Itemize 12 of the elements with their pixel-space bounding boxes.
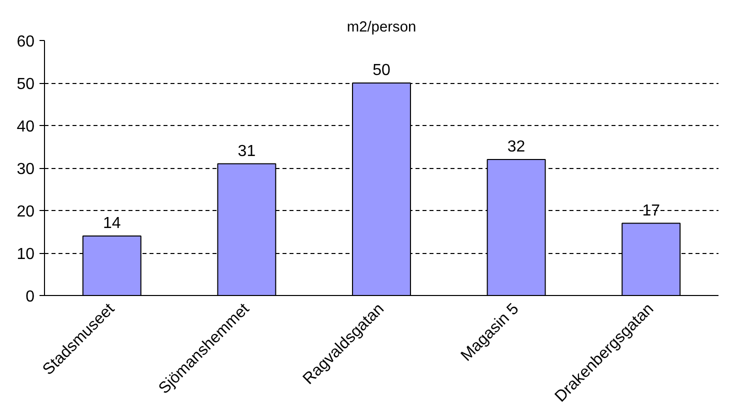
- chart-title: m2/person: [346, 20, 416, 36]
- data-label: 32: [507, 138, 526, 156]
- y-tick-label: 0: [26, 288, 35, 306]
- y-tick-label: 60: [16, 34, 35, 50]
- data-label: 31: [238, 142, 256, 160]
- data-label: 14: [103, 215, 121, 232]
- y-tick-label: 20: [16, 204, 35, 220]
- y-tick-label: 10: [16, 246, 35, 263]
- y-tick-label: 50: [16, 76, 35, 93]
- data-label: 50: [372, 62, 390, 79]
- y-tick-label: 30: [16, 161, 35, 178]
- y-tick-label: 40: [16, 118, 35, 136]
